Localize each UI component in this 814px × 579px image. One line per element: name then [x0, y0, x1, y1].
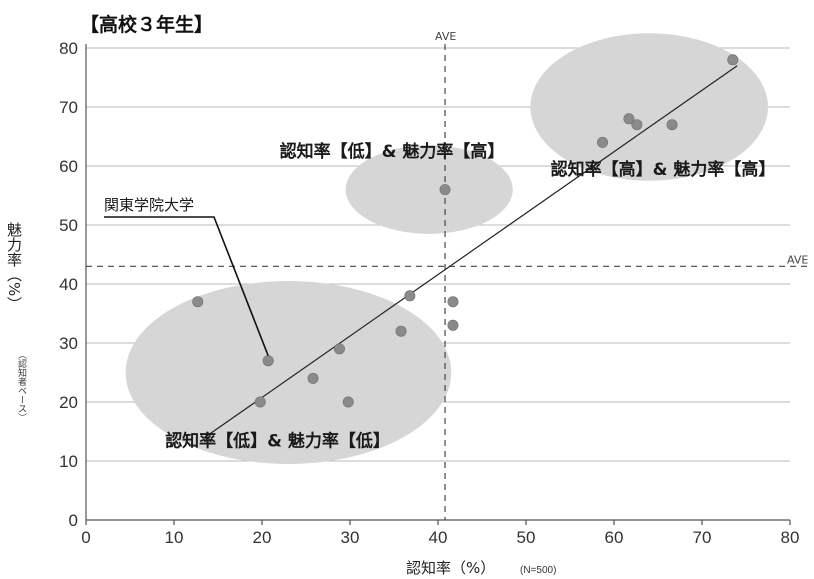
point-layer	[192, 54, 739, 408]
cluster-ellipse-0	[125, 281, 452, 464]
callout-leader-line	[104, 216, 269, 356]
callout-label: 関東学院大学	[104, 196, 194, 214]
ave-x-label: AVE	[435, 30, 456, 43]
chart-title: 【高校３年生】	[80, 13, 213, 36]
data-point	[727, 54, 739, 66]
y-tick-label: 30	[59, 334, 78, 353]
trend-line	[204, 65, 738, 438]
region-label-layer: 認知率【低】& 魅力率【低】 認知率【低】& 魅力率【高】認知率【高】& 魅力率【…	[165, 141, 775, 451]
x-tick-label: 10	[165, 528, 184, 547]
x-tick-label: 70	[693, 528, 712, 547]
data-point	[404, 290, 416, 302]
data-point	[192, 296, 204, 308]
data-point	[623, 113, 635, 125]
y-tick-label: 10	[59, 452, 78, 471]
data-point	[447, 319, 459, 331]
cluster-layer	[125, 33, 768, 464]
y-tick-label: 80	[59, 39, 78, 58]
data-point	[395, 325, 407, 337]
data-point	[254, 396, 266, 408]
y-tick-label: 60	[59, 157, 78, 176]
data-point	[439, 184, 451, 196]
region-label-0: 認知率【低】& 魅力率【低】	[165, 430, 390, 451]
y-axis-label: 魅力率（%）	[5, 222, 23, 311]
x-axis-note: (N=500)	[520, 565, 556, 576]
cluster-ellipse-2	[530, 33, 768, 181]
x-tick-label: 40	[429, 528, 448, 547]
y-tick-label: 50	[59, 216, 78, 235]
data-point	[631, 119, 643, 131]
ave-y-label: AVE	[787, 253, 808, 266]
data-point	[307, 372, 319, 384]
cluster-ellipse-1	[345, 145, 513, 234]
data-point	[333, 343, 345, 355]
y-axis-note: （認知者ベース）	[16, 350, 27, 422]
y-tick-label: 70	[59, 98, 78, 117]
data-point	[666, 119, 678, 131]
x-tick-label: 0	[81, 528, 90, 547]
data-point	[262, 355, 274, 367]
x-tick-label: 60	[605, 528, 624, 547]
region-label-1: 認知率【低】& 魅力率【高】	[280, 141, 505, 162]
x-tick-label: 30	[341, 528, 360, 547]
region-label-2: 認知率【高】& 魅力率【高】	[551, 159, 776, 180]
callout-layer: 関東学院大学	[104, 196, 269, 356]
x-tick-label: 80	[781, 528, 800, 547]
data-point	[597, 136, 609, 148]
x-tick-label: 20	[253, 528, 272, 547]
data-point	[447, 296, 459, 308]
y-tick-label: 20	[59, 393, 78, 412]
y-tick-label: 0	[69, 511, 78, 530]
data-point	[342, 396, 354, 408]
x-axis-label: 認知率（%）	[406, 559, 495, 577]
x-tick-label: 50	[517, 528, 536, 547]
tick-layer: 0 10 20 30 40 50 60 70 80 0 10 20 30 40 50 60 70 80	[59, 39, 799, 547]
y-tick-label: 40	[59, 275, 78, 294]
